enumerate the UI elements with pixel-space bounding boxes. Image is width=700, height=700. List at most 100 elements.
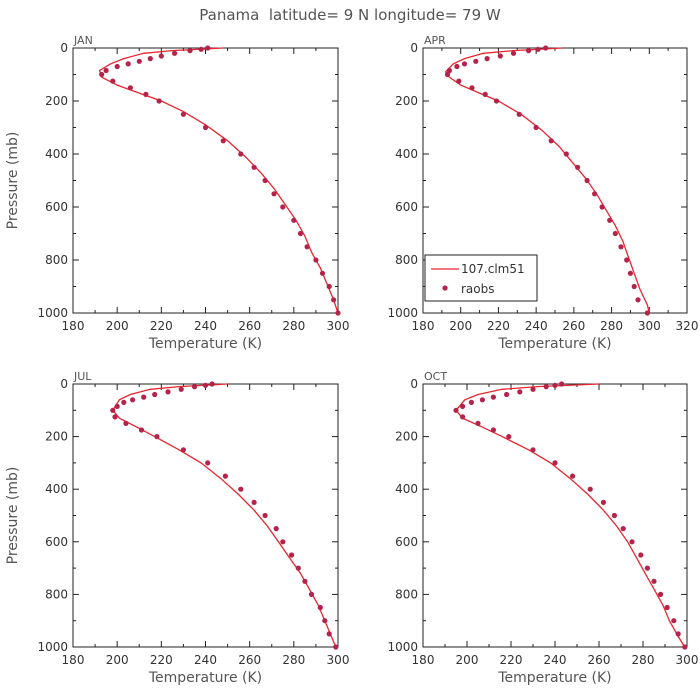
x-tick-label: 260: [238, 653, 261, 667]
x-tick-label: 280: [282, 653, 305, 667]
raobs-point: [482, 91, 488, 97]
raobs-point: [136, 58, 142, 64]
y-tick-label: 200: [395, 94, 418, 108]
raobs-point: [304, 244, 310, 250]
raobs-point: [587, 486, 593, 492]
raobs-point: [563, 151, 569, 157]
raobs-point: [484, 56, 490, 62]
raobs-point: [209, 381, 215, 387]
raobs-point: [326, 283, 332, 290]
x-tick-label: 220: [150, 653, 173, 667]
raobs-point: [552, 460, 558, 466]
raobs-point: [460, 403, 466, 409]
raobs-point: [559, 381, 565, 387]
x-tick-label: 280: [600, 319, 623, 333]
raobs-point: [497, 53, 503, 59]
raobs-point: [461, 61, 468, 67]
raobs-point: [446, 67, 452, 74]
x-tick-label: 300: [638, 319, 661, 333]
figure-title: Panama latitude= 9 N longitude= 79 W: [199, 6, 501, 24]
y-tick-label: 800: [45, 587, 68, 601]
x-tick-label: 300: [327, 319, 350, 333]
x-tick-label: 280: [632, 653, 655, 667]
x-tick-label: 180: [412, 653, 435, 667]
model-line-oct: [455, 383, 686, 648]
raobs-point: [222, 473, 228, 479]
x-tick-label: 300: [327, 653, 350, 667]
y-tick-label: 600: [45, 535, 68, 549]
x-axis-label: Temperature (K): [148, 336, 262, 352]
raobs-point: [308, 591, 315, 598]
raobs-point: [535, 46, 541, 52]
x-axis-label: Temperature (K): [497, 336, 611, 352]
raobs-point: [110, 78, 116, 84]
raobs-point: [479, 397, 485, 403]
y-tick-label: 0: [60, 41, 68, 55]
raobs-point: [289, 552, 295, 558]
raobs-point: [130, 397, 136, 403]
raobs-point: [280, 539, 286, 545]
x-tick-label: 220: [500, 653, 523, 667]
raobs-point: [638, 552, 644, 558]
raobs-point: [600, 499, 607, 505]
x-tick-label: 280: [282, 319, 305, 333]
x-tick-label: 240: [525, 319, 548, 333]
y-tick-label: 600: [395, 535, 418, 549]
raobs-point: [493, 98, 500, 104]
raobs-point: [158, 53, 164, 59]
raobs-point: [141, 394, 147, 400]
raobs-point: [123, 420, 129, 426]
y-tick-label: 1000: [37, 306, 68, 320]
y-tick-label: 0: [410, 41, 418, 55]
y-tick-label: 200: [395, 430, 418, 444]
raobs-point: [504, 391, 510, 398]
x-axis-label: Temperature (K): [148, 670, 262, 686]
raobs-point: [453, 407, 459, 413]
model-line-jan: [98, 47, 339, 314]
raobs-point: [238, 151, 244, 157]
x-tick-label: 260: [588, 653, 611, 667]
raobs-point: [629, 539, 635, 545]
raobs-point: [180, 111, 186, 117]
raobs-point: [114, 403, 120, 409]
raobs-point: [202, 124, 209, 131]
x-tick-label: 180: [62, 653, 85, 667]
y-tick-label: 200: [45, 94, 68, 108]
raobs-point: [543, 45, 549, 51]
x-tick-label: 260: [238, 319, 261, 333]
x-axis-label: Temperature (K): [497, 670, 611, 686]
raobs-point: [317, 604, 323, 611]
x-tick-label: 180: [412, 319, 435, 333]
x-tick-label: 200: [449, 319, 472, 333]
raobs-point: [291, 217, 297, 223]
y-tick-label: 1000: [387, 640, 418, 654]
x-tick-label: 200: [106, 319, 129, 333]
raobs-point: [202, 382, 209, 388]
raobs-point: [114, 63, 120, 70]
x-tick-label: 200: [456, 653, 479, 667]
raobs-point: [172, 50, 178, 56]
raobs-point: [198, 46, 204, 52]
raobs-point: [444, 71, 451, 78]
x-tick-label: 200: [106, 653, 129, 667]
raobs-point: [599, 204, 605, 210]
raobs-point: [178, 386, 184, 392]
raobs-point: [297, 230, 304, 237]
raobs-point: [143, 91, 149, 97]
raobs-point: [510, 50, 517, 56]
plot-frame-jul: [72, 383, 339, 648]
raobs-point: [526, 48, 532, 54]
raobs-point: [473, 58, 479, 64]
model-line-jul: [111, 383, 337, 648]
x-tick-label: 300: [676, 653, 699, 667]
y-tick-label: 400: [45, 482, 68, 496]
x-tick-label: 180: [62, 319, 85, 333]
raobs-point: [570, 473, 576, 479]
raobs-point: [651, 578, 657, 584]
raobs-point: [490, 394, 496, 400]
raobs-point: [121, 399, 127, 405]
raobs-point: [205, 460, 211, 466]
raobs-point: [238, 486, 244, 492]
raobs-point: [313, 257, 319, 263]
raobs-point: [592, 191, 598, 197]
